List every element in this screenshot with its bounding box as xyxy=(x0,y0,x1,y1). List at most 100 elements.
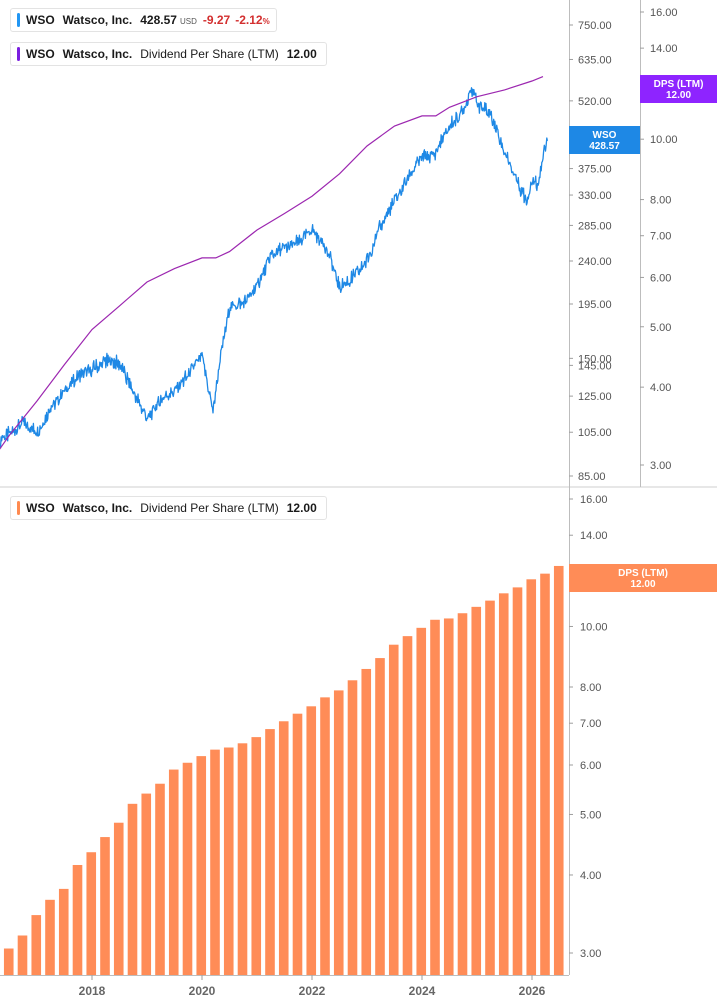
price-axis-label: 105.00 xyxy=(578,427,612,439)
dps-axis-label-bottom: 7.00 xyxy=(580,718,601,730)
price-axis-label: 375.00 xyxy=(578,164,612,176)
legend-dps-top-ticker: WSO xyxy=(26,47,55,61)
dps-bar xyxy=(72,864,83,975)
dps-bar xyxy=(210,749,220,975)
dps-bar xyxy=(237,743,248,975)
legend-dps-bottom-value: 12.00 xyxy=(286,501,317,515)
legend-price-company: Watsco, Inc. xyxy=(62,13,133,27)
dps-bar xyxy=(471,606,482,975)
time-axis-label: 2022 xyxy=(299,984,326,998)
dps-bar xyxy=(45,899,55,975)
dps-bar xyxy=(512,587,523,975)
time-axis-label: 2024 xyxy=(409,984,436,998)
legend-dps-top-metric: Dividend Per Share (LTM) xyxy=(140,47,279,61)
dps-last-tag-bottom-value: 12.00 xyxy=(630,579,655,590)
dps-bar xyxy=(17,935,28,975)
legend-price-swatch xyxy=(17,13,20,27)
time-axis-label: 2018 xyxy=(79,984,106,998)
legend-dps-bottom[interactable]: WSO Watsco, Inc. Dividend Per Share (LTM… xyxy=(10,496,327,520)
dps-bar xyxy=(196,756,207,975)
dps-bar xyxy=(3,948,14,975)
legend-dps-top-value: 12.00 xyxy=(286,47,317,61)
dps-bar xyxy=(485,600,495,975)
dps-last-tag-bottom: DPS (LTM)12.00 xyxy=(569,564,717,592)
dps-axis-label-bottom: 16.00 xyxy=(580,494,608,506)
dps-axis-label-top: 7.00 xyxy=(650,231,671,243)
legend-dps-bottom-metric: Dividend Per Share (LTM) xyxy=(140,501,279,515)
price-axis-label: 750.00 xyxy=(578,20,612,32)
dps-axis-label-bottom: 14.00 xyxy=(580,530,608,542)
dps-bar xyxy=(553,565,564,975)
dps-axis-label-bottom: 8.00 xyxy=(580,682,601,694)
dps-bar xyxy=(127,803,138,975)
legend-price-change-pct: -2.12% xyxy=(235,13,270,27)
dps-bar xyxy=(31,915,42,975)
dps-bar xyxy=(361,668,372,975)
legend-price[interactable]: WSO Watsco, Inc. 428.57 USD -9.27 -2.12% xyxy=(10,8,277,32)
dps-bar xyxy=(141,793,152,975)
dps-bar xyxy=(155,783,165,975)
dps-axis-label-top: 14.00 xyxy=(650,43,678,55)
dps-bar xyxy=(58,888,69,975)
legend-price-currency: USD xyxy=(179,17,197,26)
dps-bar xyxy=(265,729,275,975)
price-axis-label: 240.00 xyxy=(578,256,612,268)
dps-axis-label-bottom: 10.00 xyxy=(580,621,608,633)
legend-dps-top[interactable]: WSO Watsco, Inc. Dividend Per Share (LTM… xyxy=(10,42,327,66)
dps-bar xyxy=(333,690,344,975)
dps-bar xyxy=(347,680,358,975)
dps-last-tag-top-value: 12.00 xyxy=(666,90,691,101)
legend-price-value: 428.57 xyxy=(140,13,177,27)
dps-bar xyxy=(223,747,234,975)
price-axis-label: 285.00 xyxy=(578,220,612,232)
dps-last-tag-top: DPS (LTM)12.00 xyxy=(640,75,717,103)
legend-dps-top-swatch xyxy=(17,47,20,61)
dps-bar xyxy=(375,658,385,975)
dps-bar xyxy=(100,837,110,975)
dps-bar xyxy=(526,579,537,975)
dps-axis-label-top: 16.00 xyxy=(650,7,678,19)
time-axis-label: 2020 xyxy=(189,984,216,998)
dps-axis-label-bottom: 4.00 xyxy=(580,870,601,882)
dps-bar xyxy=(278,721,289,975)
dps-bar xyxy=(182,762,193,975)
dps-bar xyxy=(113,822,124,975)
price-line xyxy=(0,87,549,449)
dps-last-tag-top-label: DPS (LTM) xyxy=(654,79,704,90)
time-axis-label: 2026 xyxy=(519,984,546,998)
dps-bar xyxy=(306,706,317,975)
dps-axis-label-bottom: 5.00 xyxy=(580,809,601,821)
dps-bar xyxy=(540,573,550,975)
price-axis-label: 150.00 xyxy=(578,353,612,365)
legend-price-ticker: WSO xyxy=(26,13,55,27)
dps-bar xyxy=(292,713,303,975)
legend-dps-bottom-ticker: WSO xyxy=(26,501,55,515)
price-axis-label: 125.00 xyxy=(578,391,612,403)
dps-bar xyxy=(86,852,97,975)
dps-line xyxy=(0,76,544,450)
legend-price-change: -9.27 xyxy=(202,13,231,27)
dps-axis-label-top: 5.00 xyxy=(650,322,671,334)
price-axis-label: 520.00 xyxy=(578,96,612,108)
price-axis-label: 330.00 xyxy=(578,190,612,202)
dps-bar xyxy=(251,737,262,975)
dps-bar xyxy=(443,618,454,975)
dps-axis-label-top: 10.00 xyxy=(650,134,678,146)
dps-bar xyxy=(388,644,399,975)
dps-axis-label-top: 6.00 xyxy=(650,272,671,284)
legend-dps-top-company: Watsco, Inc. xyxy=(62,47,133,61)
price-last-tag-value: 428.57 xyxy=(589,141,620,152)
dps-bar xyxy=(320,697,330,975)
legend-dps-bottom-swatch xyxy=(17,501,20,515)
price-axis-label: 85.00 xyxy=(578,471,606,483)
dps-axis-label-top: 8.00 xyxy=(650,195,671,207)
dps-bar xyxy=(402,636,413,975)
price-axis-label: 145.00 xyxy=(578,360,612,372)
dps-axis-label-bottom: 3.00 xyxy=(580,948,601,960)
legend-dps-bottom-company: Watsco, Inc. xyxy=(62,501,133,515)
dps-axis-label-bottom: 6.00 xyxy=(580,760,601,772)
price-last-tag-label: WSO xyxy=(593,130,617,141)
price-axis-label: 635.00 xyxy=(578,54,612,66)
